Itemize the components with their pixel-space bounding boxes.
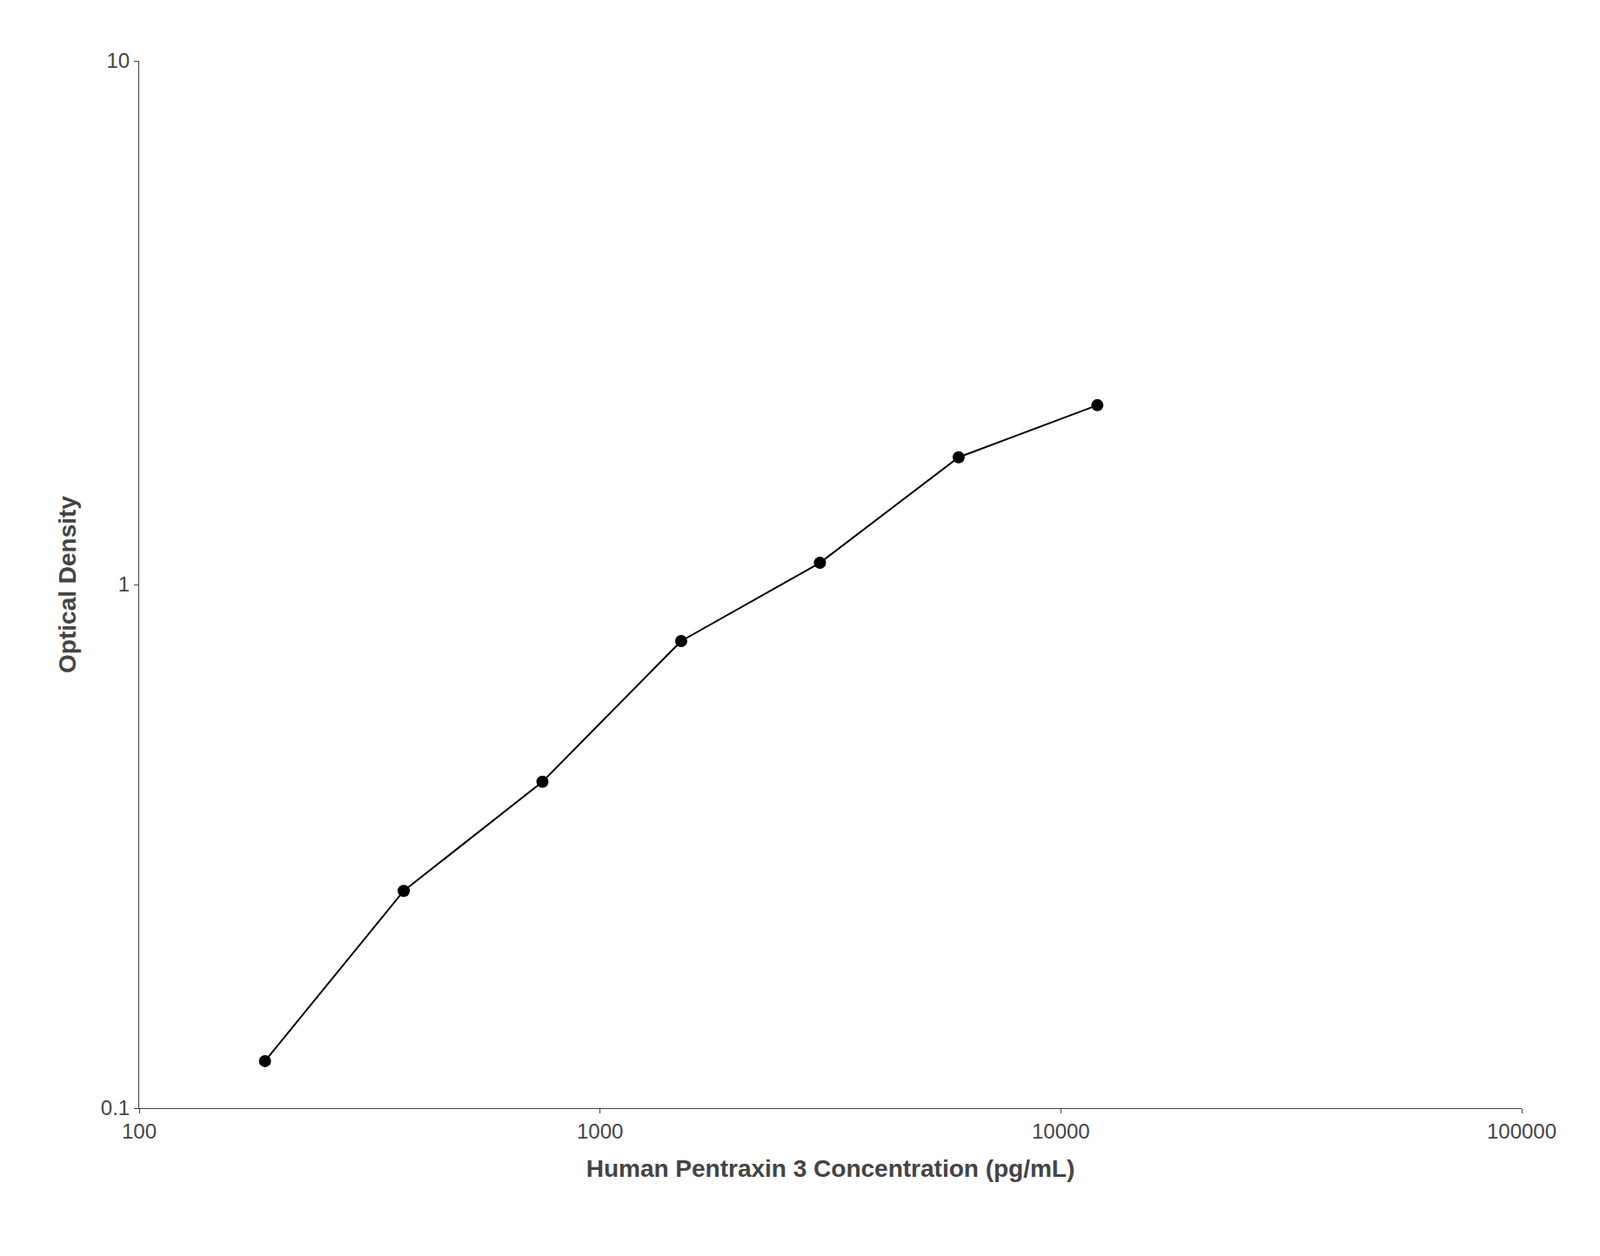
svg-text:1: 1 [118, 572, 130, 596]
svg-text:100: 100 [121, 1119, 157, 1144]
svg-text:100000: 100000 [1486, 1119, 1557, 1144]
svg-text:10: 10 [106, 48, 130, 73]
svg-text:1000: 1000 [576, 1119, 623, 1144]
svg-text:0.1: 0.1 [100, 1096, 130, 1120]
svg-text:10000: 10000 [1031, 1119, 1091, 1144]
svg-text:Human Pentraxin 3 Concentratio: Human Pentraxin 3 Concentration (pg/mL) [586, 1155, 1076, 1183]
svg-text:Optical Density: Optical Density [53, 495, 81, 674]
